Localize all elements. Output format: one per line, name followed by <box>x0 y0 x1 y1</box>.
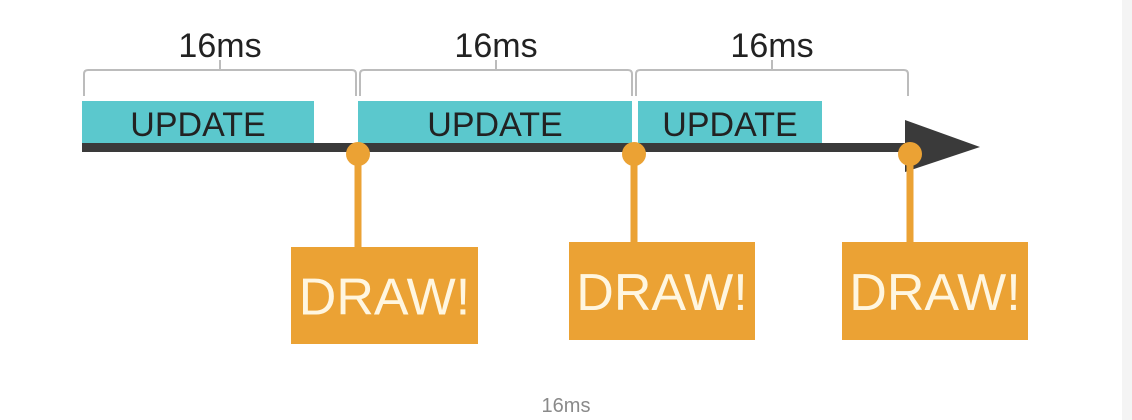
draw-box <box>291 247 478 344</box>
update-label: UPDATE <box>662 106 797 144</box>
timeline-bar <box>82 143 912 152</box>
vsync-dot <box>622 142 646 166</box>
update-bar <box>82 101 314 143</box>
frame-duration-label: 16ms <box>730 27 813 65</box>
vsync-dot <box>346 142 370 166</box>
timeline-arrow <box>82 120 980 172</box>
frame-duration-label: 16ms <box>454 27 537 65</box>
update-label: UPDATE <box>130 106 265 144</box>
draw-label: DRAW! <box>576 264 747 322</box>
draw-label: DRAW! <box>299 269 470 327</box>
frame-brackets: 16ms 16ms 16ms <box>83 27 909 96</box>
draw-markers: DRAW! DRAW! DRAW! <box>291 142 1028 344</box>
draw-box <box>569 242 755 340</box>
update-bar <box>358 101 632 143</box>
draw-label: DRAW! <box>849 264 1020 322</box>
frame-bracket <box>635 69 909 96</box>
update-label: UPDATE <box>427 106 562 144</box>
arrow-head <box>905 120 980 172</box>
frame-duration-label: 16ms <box>178 27 261 65</box>
update-bars: UPDATE UPDATE UPDATE <box>82 101 822 144</box>
caption-label: 16ms <box>541 395 591 417</box>
frame-bracket <box>359 69 633 96</box>
frame-bracket <box>83 69 357 96</box>
page-edge-strip <box>1122 0 1132 420</box>
update-bar <box>638 101 822 143</box>
vsync-dot <box>898 142 922 166</box>
draw-box <box>842 242 1028 340</box>
